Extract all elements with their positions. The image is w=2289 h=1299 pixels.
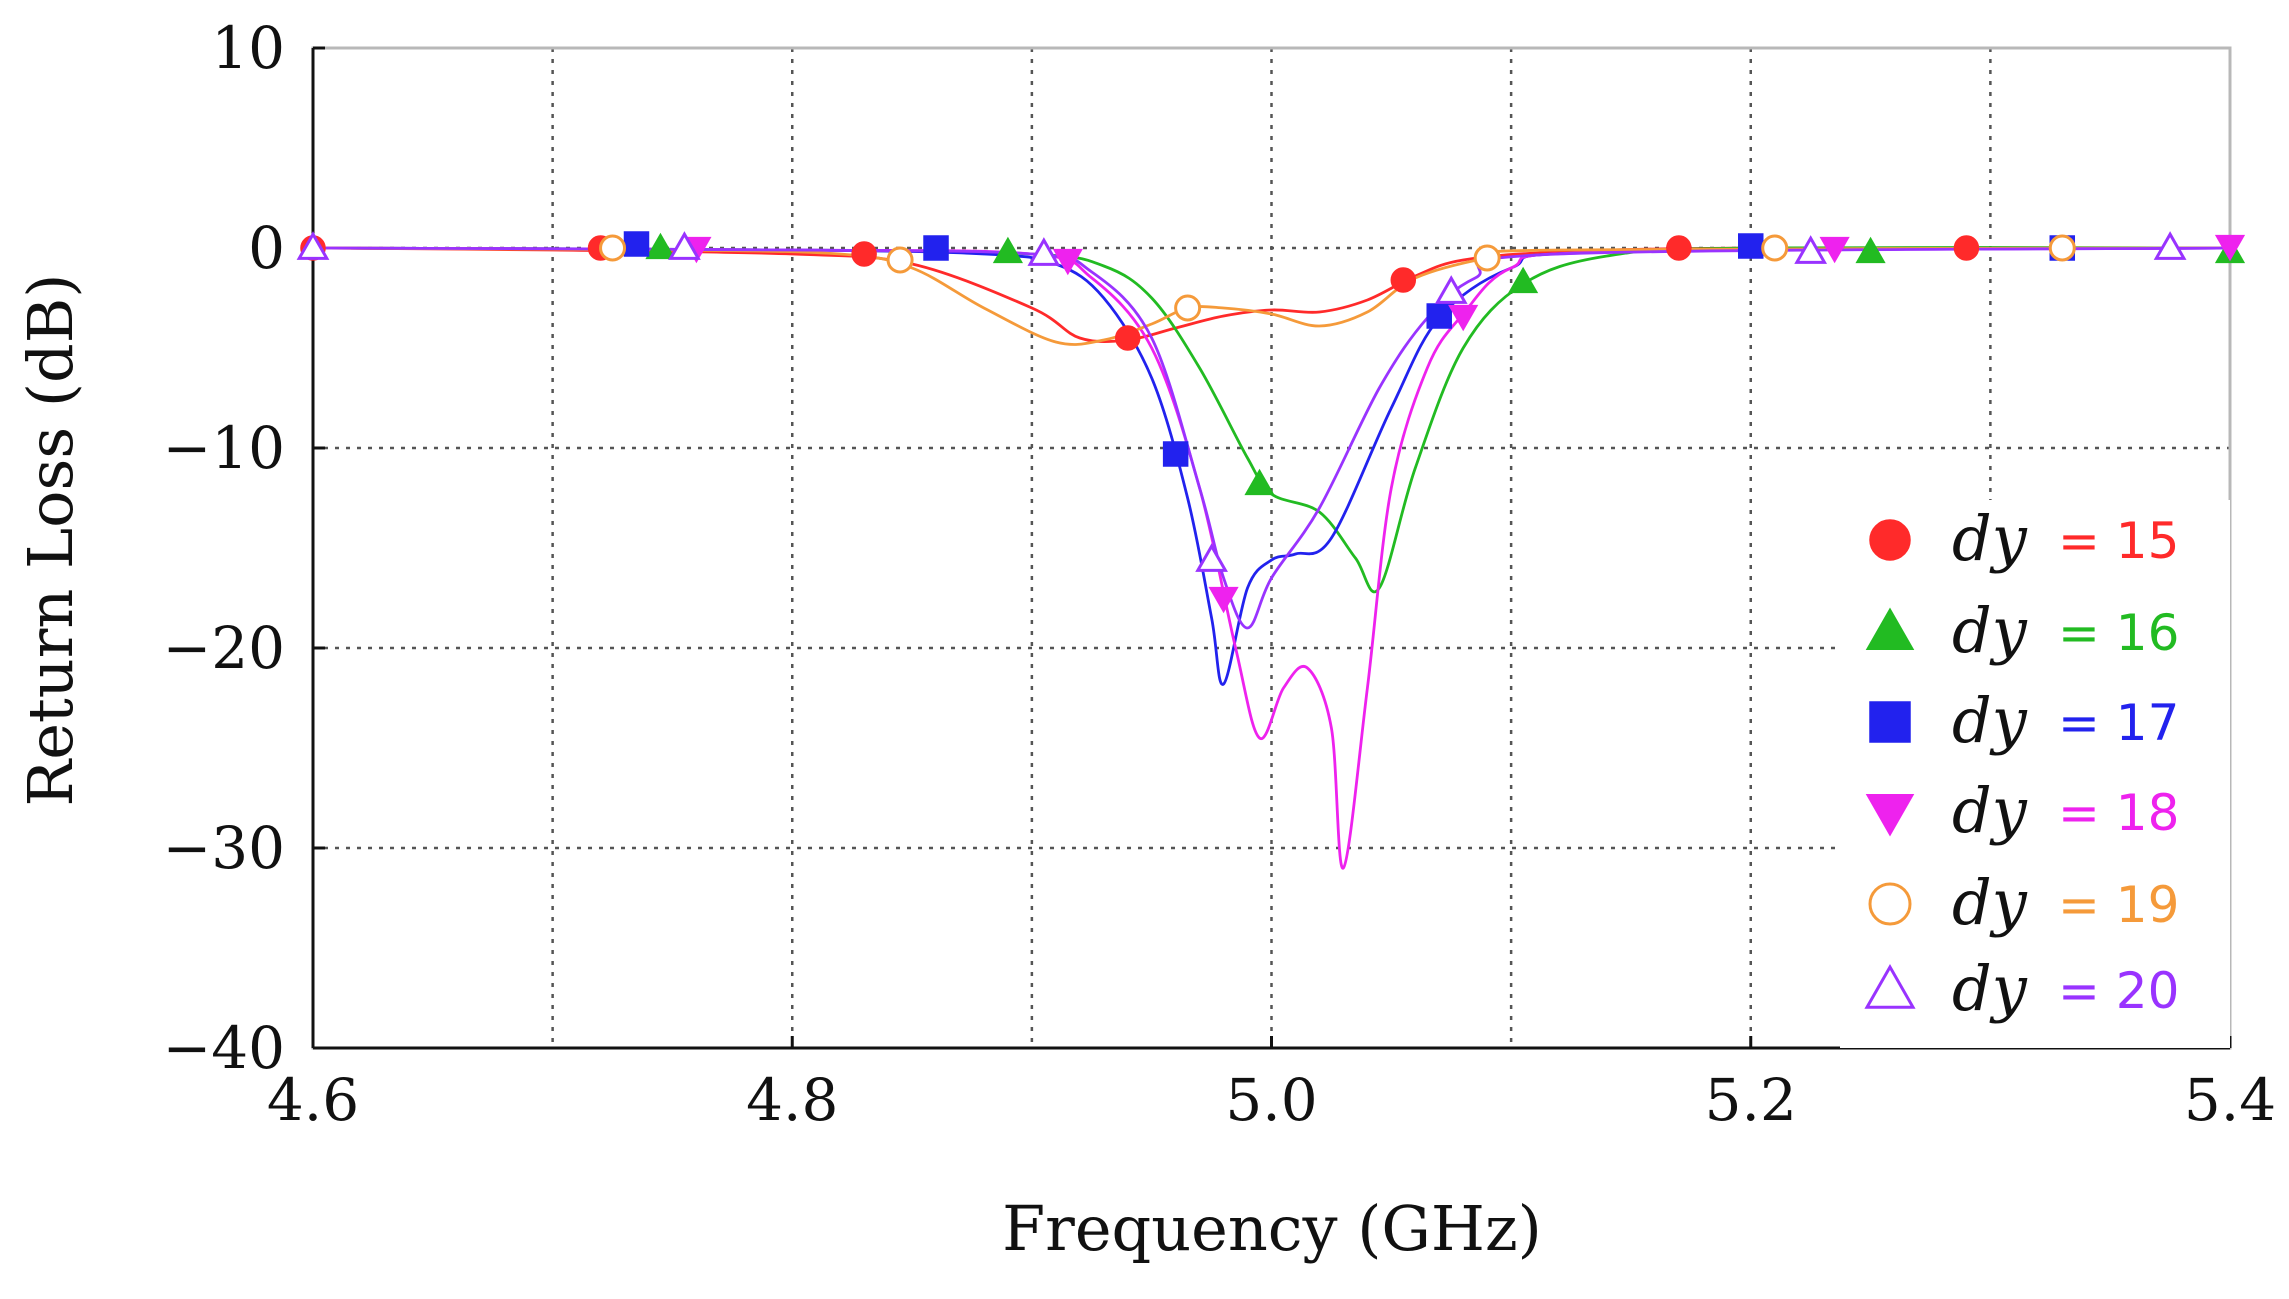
x-tick-label: 5.0 [1225, 1066, 1317, 1134]
data-point-series-1 [1114, 325, 1141, 351]
y-tick-label: −40 [163, 1014, 285, 1082]
y-tick-label: −30 [163, 814, 285, 882]
x-tick-label: 5.4 [2184, 1066, 2276, 1134]
x-axis-title: Frequency (GHz) [1002, 1192, 1542, 1265]
data-point-series-4 [1052, 248, 1083, 276]
y-tick-label: 10 [211, 14, 285, 82]
data-point-series-6 [296, 231, 330, 260]
data-point-series-3 [1426, 303, 1452, 329]
legend-background [1840, 500, 2230, 1048]
legend-value-1: = 15 [2058, 512, 2179, 570]
data-point-series-6 [1794, 235, 1828, 264]
y-axis-title: Return Loss (dB) [14, 274, 87, 807]
data-point-series-6 [2153, 231, 2187, 260]
data-point-series-5 [1761, 234, 1789, 262]
data-point-series-2 [1244, 468, 1275, 496]
legend-variable-1: dy [1952, 502, 2028, 575]
data-point-series-5 [1473, 244, 1501, 272]
x-tick-label: 4.6 [267, 1066, 359, 1134]
legend-value-2: = 16 [2058, 604, 2179, 662]
legend-marker-2 [1865, 607, 1915, 650]
data-point-series-6 [668, 231, 701, 260]
data-point-series-3 [623, 231, 650, 257]
legend-variable-2: dy [1952, 594, 2028, 667]
y-tick-label: −20 [163, 614, 285, 682]
legend-marker-6 [1864, 963, 1916, 1009]
legend-marker-5 [1868, 882, 1912, 926]
tick-labels: 4.6 4.8 5.0 5.2 5.4 10 0 −10 −20 −30 −40 [163, 14, 2277, 1134]
legend-value-4: = 18 [2058, 784, 2179, 842]
x-tick-label: 4.8 [746, 1066, 838, 1134]
legend-value-5: = 19 [2058, 876, 2179, 934]
y-tick-label: 0 [248, 214, 285, 282]
data-point-series-4 [1819, 236, 1850, 264]
series-line-1 [312, 246, 2231, 344]
data-point-series-5 [886, 246, 914, 274]
data-point-series-1 [1390, 267, 1417, 293]
data-point-series-6 [1434, 275, 1468, 304]
data-point-series-1 [851, 241, 877, 267]
legend: dy = 15 dy = 16 dy = 17 dy = 18 dy = 19 dy = 20 [1840, 500, 2230, 1048]
data-point-series-5 [1174, 294, 1202, 322]
legend-variable-4: dy [1952, 774, 2028, 847]
legend-variable-5: dy [1952, 866, 2028, 939]
data-point-series-4 [2214, 234, 2246, 262]
data-point-series-1 [1953, 235, 1980, 261]
legend-value-3: = 17 [2058, 694, 2179, 752]
legend-variable-3: dy [1952, 684, 2028, 757]
y-tick-label: −10 [163, 414, 285, 482]
data-point-series-6 [1027, 237, 1061, 266]
data-point-series-2 [645, 232, 676, 260]
data-point-series-2 [1508, 266, 1539, 294]
legend-marker-1 [1869, 519, 1911, 561]
legend-marker-3 [1869, 701, 1911, 743]
series-markers [296, 231, 2246, 614]
data-point-series-2 [1855, 236, 1886, 264]
x-tick-label: 5.2 [1705, 1066, 1797, 1134]
data-point-series-3 [1738, 233, 1764, 259]
legend-variable-6: dy [1952, 952, 2028, 1025]
data-point-series-5 [2048, 234, 2076, 262]
data-point-series-6 [1195, 543, 1228, 572]
series-line-5 [312, 246, 2231, 346]
legend-value-6: = 20 [2058, 962, 2179, 1020]
data-point-series-4 [1448, 304, 1479, 332]
data-point-series-4 [1208, 586, 1239, 614]
data-point-series-5 [599, 234, 627, 262]
legend-marker-4 [1865, 794, 1915, 837]
data-point-series-2 [992, 236, 1024, 264]
data-point-series-1 [1666, 235, 1692, 261]
data-point-series-3 [1162, 441, 1189, 467]
data-point-series-3 [923, 235, 949, 261]
